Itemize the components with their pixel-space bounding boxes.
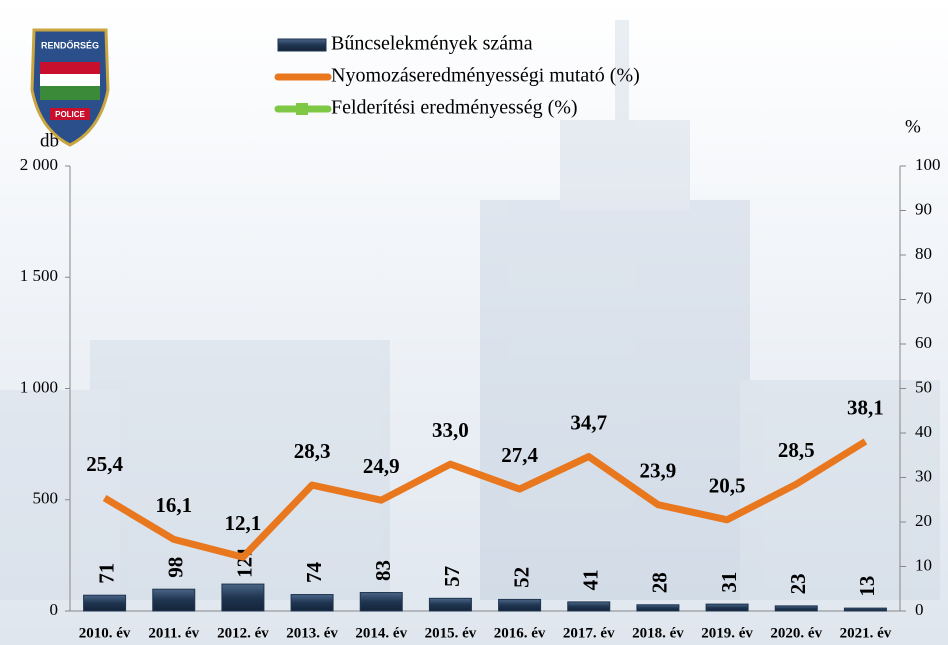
legend-label: Nyomozáseredményességi mutató (%): [331, 65, 640, 87]
line-value-label: 28,3: [294, 439, 331, 463]
x-tick-label: 2016. év: [494, 625, 546, 641]
page: {"logo": {"top_text": "RENDŐRSÉG", "bott…: [0, 0, 948, 645]
y2-tick-label: 90: [915, 199, 932, 218]
bar: [291, 595, 333, 611]
x-tick-label: 2019. év: [701, 625, 753, 641]
x-tick-label: 2014. év: [355, 625, 407, 641]
bar-value-label: 23: [786, 573, 810, 594]
bar: [775, 606, 817, 611]
bar: [222, 584, 264, 611]
x-tick-label: 2011. év: [148, 625, 199, 641]
line-value-label: 34,7: [570, 410, 607, 434]
y2-tick-label: 60: [915, 333, 932, 352]
x-tick-label: 2020. év: [770, 625, 822, 641]
bar: [499, 599, 541, 611]
bar-value-label: 31: [717, 572, 741, 593]
bar: [153, 589, 195, 611]
x-tick-label: 2013. év: [286, 625, 338, 641]
bar: [429, 598, 471, 611]
y-tick-label: 1 000: [20, 377, 58, 396]
bar-value-label: 41: [579, 569, 603, 590]
bar-value-label: 98: [164, 557, 188, 578]
y2-tick-label: 20: [915, 511, 932, 530]
y2-tick-label: 0: [915, 600, 924, 619]
legend-label: Felderítési eredményesség (%): [331, 97, 578, 119]
chart: RENDŐRSÉG POLICE db % 05001 0001 5002 00…: [0, 0, 948, 645]
y2-tick-label: 30: [915, 466, 932, 485]
y-tick-label: 500: [33, 489, 59, 508]
bar: [706, 604, 748, 611]
bar-value-label: 57: [440, 566, 464, 587]
line-value-label: 28,5: [778, 438, 815, 462]
bar-value-label: 71: [94, 563, 118, 584]
y-axis-label: db: [40, 130, 59, 151]
y2-tick-label: 80: [915, 244, 932, 263]
line-value-label: 16,1: [155, 493, 192, 517]
x-tick-label: 2015. év: [425, 625, 477, 641]
legend-label: Bűncselekmények száma: [331, 33, 533, 55]
line-value-label: 24,9: [363, 454, 400, 478]
line-value-label: 33,0: [432, 418, 469, 442]
line-value-label: 20,5: [709, 474, 746, 498]
line-value-label: 27,4: [501, 443, 538, 467]
bar: [568, 602, 610, 611]
y2-tick-label: 70: [915, 288, 932, 307]
y2-tick-label: 10: [915, 555, 932, 574]
y-tick-label: 1 500: [20, 266, 58, 285]
x-tick-label: 2017. év: [563, 625, 615, 641]
y2-tick-label: 50: [915, 377, 932, 396]
bar-value-label: 52: [509, 567, 533, 588]
y-tick-label: 2 000: [20, 155, 58, 174]
x-tick-label: 2018. év: [632, 625, 684, 641]
bar: [84, 595, 126, 611]
line-value-label: 23,9: [640, 458, 677, 482]
bar: [360, 593, 402, 611]
bar-value-label: 83: [371, 560, 395, 581]
legend-swatch: [278, 39, 326, 51]
y2-tick-label: 40: [915, 422, 932, 441]
bar: [844, 608, 886, 611]
bar-value-label: 13: [855, 576, 879, 597]
bar: [637, 605, 679, 611]
bar-value-label: 28: [648, 572, 672, 593]
x-tick-label: 2010. év: [79, 625, 131, 641]
legend-marker: [296, 103, 308, 115]
line-value-label: 25,4: [86, 452, 123, 476]
y2-axis-label: %: [905, 116, 921, 137]
line-value-label: 38,1: [847, 395, 884, 419]
y-tick-label: 0: [50, 600, 59, 619]
x-tick-label: 2021. év: [840, 625, 892, 641]
logo-text: RENDŐRSÉG: [41, 39, 99, 50]
bar-value-label: 74: [302, 562, 326, 584]
line-value-label: 12,1: [225, 511, 262, 535]
x-tick-label: 2012. év: [217, 625, 269, 641]
y2-tick-label: 100: [915, 155, 941, 174]
logo-text: POLICE: [55, 110, 85, 119]
